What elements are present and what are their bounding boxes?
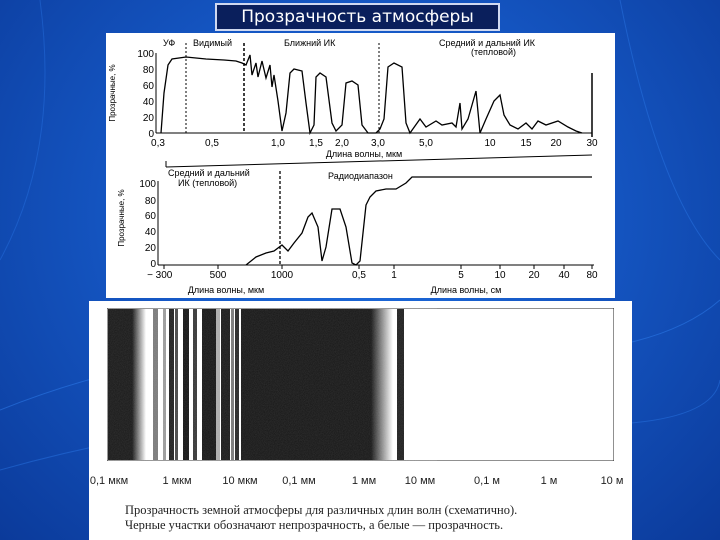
bottom-ytick: 80 — [145, 196, 157, 207]
band-scale: 0,1 мкм 1 мкм 10 мкм 0,1 мм 1 мм 10 мм 0… — [89, 464, 632, 494]
scale-label: 1 мм — [352, 475, 376, 487]
scale-label: 1 мкм — [162, 475, 191, 487]
opacity-band — [106, 307, 615, 462]
bottom-ytick: 60 — [145, 211, 157, 222]
bottom-xtick: 5 — [458, 270, 464, 281]
slide-title: Прозрачность атмосферы — [215, 3, 500, 31]
caption-line-2: Черные участки обозначают непрозрачность… — [125, 518, 504, 532]
top-ytick: 60 — [143, 81, 155, 92]
top-xtick: 30 — [586, 138, 598, 149]
zoom-connector — [165, 154, 593, 168]
region-label-thermal: (тепловой) — [471, 47, 516, 57]
opacity-band-graphic — [106, 307, 615, 462]
bottom-xlabel-right: Длина волны, см — [431, 285, 502, 295]
scale-label: 0,1 мм — [282, 475, 315, 487]
region-label-near-ir: Ближний ИК — [284, 38, 336, 48]
top-chart: Прозрачные, % 100 80 60 40 20 0 УФ Видим… — [108, 38, 598, 159]
bottom-chart: Прозрачные, % 100 80 60 40 20 0 Средний … — [117, 168, 598, 295]
bottom-chart-ylabel: Прозрачные, % — [117, 189, 126, 246]
transmission-charts: Прозрачные, % 100 80 60 40 20 0 УФ Видим… — [108, 38, 598, 295]
scale-label: 0,1 м — [474, 475, 500, 487]
top-xtick: 2,0 — [335, 138, 349, 149]
bottom-xtick: 300 — [156, 270, 173, 281]
top-chart-xlabel: Длина волны, мкм — [326, 149, 402, 159]
bottom-ytick: 0 — [150, 259, 156, 270]
top-xtick: 1,0 — [271, 138, 285, 149]
top-xtick: 5,0 — [419, 138, 433, 149]
top-transmission-curve — [160, 54, 583, 136]
top-ytick: 80 — [143, 65, 155, 76]
top-xtick: 20 — [550, 138, 562, 149]
bottom-xtick: 20 — [528, 270, 540, 281]
top-ytick: 0 — [148, 129, 154, 140]
scale-label: 10 мм — [405, 475, 435, 487]
bottom-transmission-curve — [245, 176, 592, 266]
bottom-region-left-2: ИК (тепловой) — [178, 178, 237, 188]
scale-label: 10 м — [601, 475, 624, 487]
bottom-xtick: 500 — [210, 270, 227, 281]
top-xtick: 0,3 — [151, 138, 165, 149]
bottom-xtick: 80 — [586, 270, 598, 281]
top-xtick: 1,5 — [309, 138, 323, 149]
top-ytick: 40 — [143, 97, 155, 108]
bottom-xtick: 1 — [391, 270, 397, 281]
region-label-mid-ir: Средний и дальний ИК — [439, 38, 536, 48]
region-label-visible: Видимый — [193, 38, 232, 48]
top-chart-ylabel: Прозрачные, % — [108, 64, 117, 121]
bottom-region-left-1: Средний и дальний — [168, 168, 250, 178]
bottom-xtick: 40 — [558, 270, 570, 281]
top-xtick: 15 — [520, 138, 532, 149]
region-label-uv: УФ — [163, 38, 175, 48]
bottom-ytick: 100 — [139, 179, 156, 190]
transmission-charts-panel: Прозрачные, % 100 80 60 40 20 0 УФ Видим… — [106, 33, 615, 298]
bottom-xtick: 10 — [494, 270, 506, 281]
bottom-xlabel-left: Длина волны, мкм — [188, 285, 264, 295]
bottom-xtick-neg: − — [147, 270, 153, 281]
bottom-region-right: Радиодиапазон — [328, 171, 393, 181]
caption-line-1: Прозрачность земной атмосферы для различ… — [125, 503, 518, 517]
scale-label: 1 м — [541, 475, 558, 487]
bottom-xtick: 0,5 — [352, 270, 366, 281]
bottom-xtick: 1000 — [271, 270, 294, 281]
top-ytick: 20 — [143, 113, 155, 124]
scale-label: 0,1 мкм — [90, 475, 128, 487]
top-ytick: 100 — [137, 49, 154, 60]
figure-caption: Прозрачность земной атмосферы для различ… — [125, 503, 630, 533]
top-xtick: 3,0 — [371, 138, 385, 149]
bottom-ytick: 40 — [145, 227, 157, 238]
opacity-band-panel: 0,1 мкм 1 мкм 10 мкм 0,1 мм 1 мм 10 мм 0… — [89, 301, 632, 540]
top-xtick: 0,5 — [205, 138, 219, 149]
bottom-ytick: 20 — [145, 243, 157, 254]
scale-label: 10 мкм — [222, 475, 257, 487]
top-xtick: 10 — [484, 138, 496, 149]
